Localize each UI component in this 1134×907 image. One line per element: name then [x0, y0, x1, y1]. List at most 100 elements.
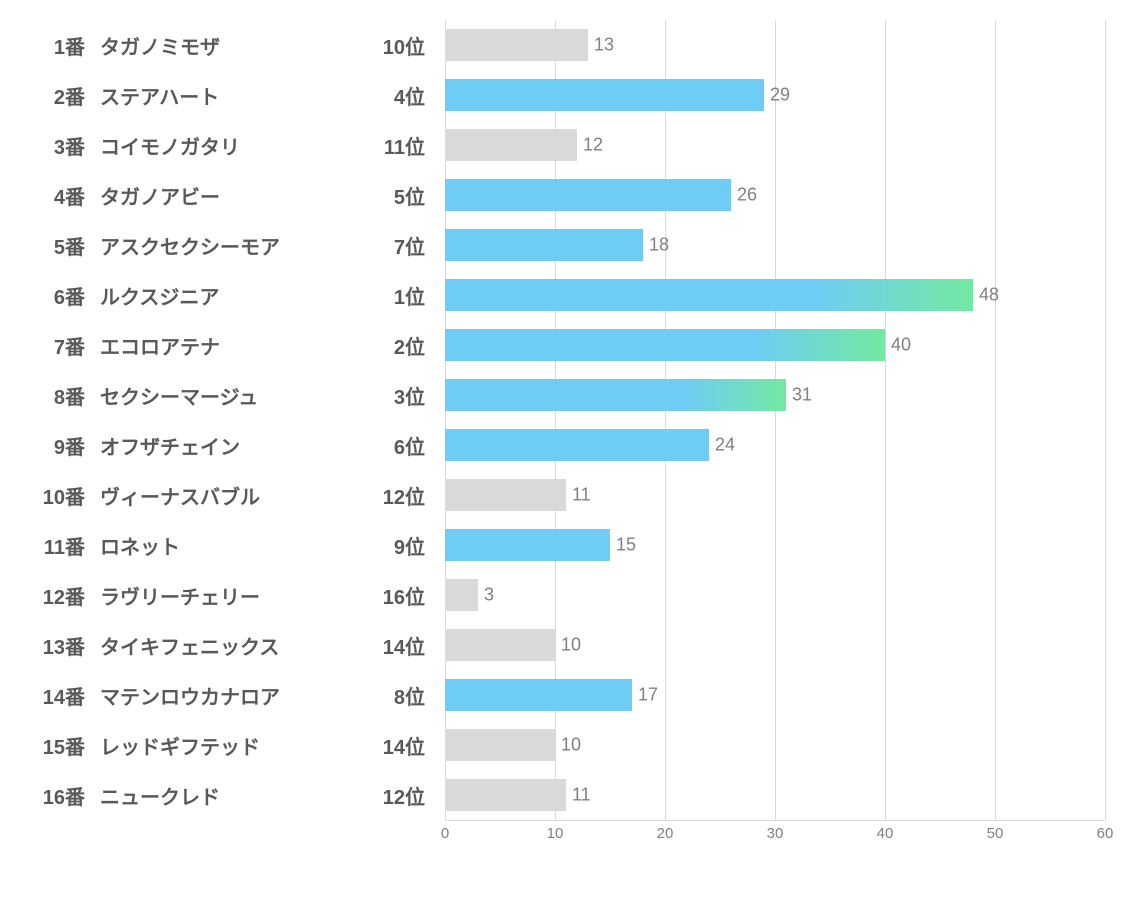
gridline	[885, 70, 886, 120]
bar: 26	[445, 179, 731, 211]
gridline	[1105, 320, 1106, 370]
bar: 11	[445, 779, 566, 811]
entry-number: 8番	[20, 381, 95, 410]
gridline	[885, 370, 886, 420]
gridline	[885, 720, 886, 770]
bar-area: 11	[445, 770, 1105, 820]
gridline	[665, 720, 666, 770]
entry-number: 13番	[20, 631, 95, 660]
gridline	[885, 470, 886, 520]
gridline	[995, 470, 996, 520]
gridline	[995, 420, 996, 470]
bar-value-label: 29	[770, 85, 790, 106]
entry-rank: 14位	[310, 631, 445, 660]
entry-name: タガノミモザ	[95, 31, 310, 60]
entry-name: ニュークレド	[95, 781, 310, 810]
bar: 15	[445, 529, 610, 561]
bar: 18	[445, 229, 643, 261]
chart-rows: 1番タガノミモザ10位132番ステアハート4位293番コイモノガタリ11位124…	[20, 20, 1114, 820]
gridline	[885, 20, 886, 70]
bar-value-label: 31	[792, 385, 812, 406]
entry-number: 12番	[20, 581, 95, 610]
x-axis-tick: 50	[987, 825, 1004, 842]
chart-row: 14番マテンロウカナロア8位17	[20, 670, 1114, 720]
bar-value-label: 24	[715, 435, 735, 456]
bar-area: 10	[445, 720, 1105, 770]
bar-area: 29	[445, 70, 1105, 120]
bar-area: 10	[445, 620, 1105, 670]
gridline	[775, 520, 776, 570]
gridline	[775, 470, 776, 520]
bar: 40	[445, 329, 885, 361]
gridline	[995, 770, 996, 820]
bar-area: 24	[445, 420, 1105, 470]
bar-area: 17	[445, 670, 1105, 720]
gridline	[995, 220, 996, 270]
entry-number: 5番	[20, 231, 95, 260]
entry-rank: 12位	[310, 481, 445, 510]
bar: 29	[445, 79, 764, 111]
bar-area: 40	[445, 320, 1105, 370]
bar-value-label: 13	[594, 35, 614, 56]
bar: 48	[445, 279, 973, 311]
gridline	[1105, 720, 1106, 770]
chart-row: 13番タイキフェニックス14位10	[20, 620, 1114, 670]
gridline	[775, 120, 776, 170]
bar: 24	[445, 429, 709, 461]
gridline	[1105, 470, 1106, 520]
x-axis-tick: 0	[441, 825, 449, 842]
entry-number: 15番	[20, 731, 95, 760]
gridline	[555, 620, 556, 670]
gridline	[995, 70, 996, 120]
gridline	[885, 420, 886, 470]
x-axis-tick: 20	[657, 825, 674, 842]
entry-number: 4番	[20, 181, 95, 210]
gridline	[1105, 20, 1106, 70]
bar: 31	[445, 379, 786, 411]
chart-row: 1番タガノミモザ10位 13	[20, 20, 1114, 70]
gridline	[1105, 170, 1106, 220]
gridline	[885, 170, 886, 220]
bar-value-label: 10	[561, 735, 581, 756]
entry-number: 3番	[20, 131, 95, 160]
entry-rank: 10位	[310, 31, 445, 60]
gridline	[775, 20, 776, 70]
entry-name: エコロアテナ	[95, 331, 310, 360]
entry-name: ロネット	[95, 531, 310, 560]
gridline	[1105, 770, 1106, 820]
entry-rank: 9位	[310, 531, 445, 560]
bar-value-label: 10	[561, 635, 581, 656]
entry-rank: 1位	[310, 281, 445, 310]
gridline	[995, 370, 996, 420]
gridline	[1105, 670, 1106, 720]
chart-row: 12番ラヴリーチェリー16位3	[20, 570, 1114, 620]
entry-rank: 6位	[310, 431, 445, 460]
gridline	[1105, 620, 1106, 670]
bar-area: 26	[445, 170, 1105, 220]
gridline	[995, 170, 996, 220]
gridline	[775, 720, 776, 770]
gridline	[1105, 270, 1106, 320]
gridline	[775, 170, 776, 220]
gridline	[775, 770, 776, 820]
bar-area: 31	[445, 370, 1105, 420]
gridline	[665, 20, 666, 70]
gridline	[995, 720, 996, 770]
gridline	[555, 570, 556, 620]
entry-rank: 12位	[310, 781, 445, 810]
entry-number: 7番	[20, 331, 95, 360]
gridline	[885, 120, 886, 170]
gridline	[1105, 220, 1106, 270]
chart-row: 3番コイモノガタリ11位12	[20, 120, 1114, 170]
entry-number: 14番	[20, 681, 95, 710]
bar: 10	[445, 629, 555, 661]
entry-rank: 16位	[310, 581, 445, 610]
gridline	[995, 570, 996, 620]
gridline	[1105, 70, 1106, 120]
gridline	[775, 420, 776, 470]
bar-value-label: 11	[572, 785, 591, 806]
entry-name: レッドギフテッド	[95, 731, 310, 760]
entry-number: 1番	[20, 31, 95, 60]
bar-value-label: 11	[572, 485, 591, 506]
chart-row: 16番ニュークレド12位11	[20, 770, 1114, 820]
